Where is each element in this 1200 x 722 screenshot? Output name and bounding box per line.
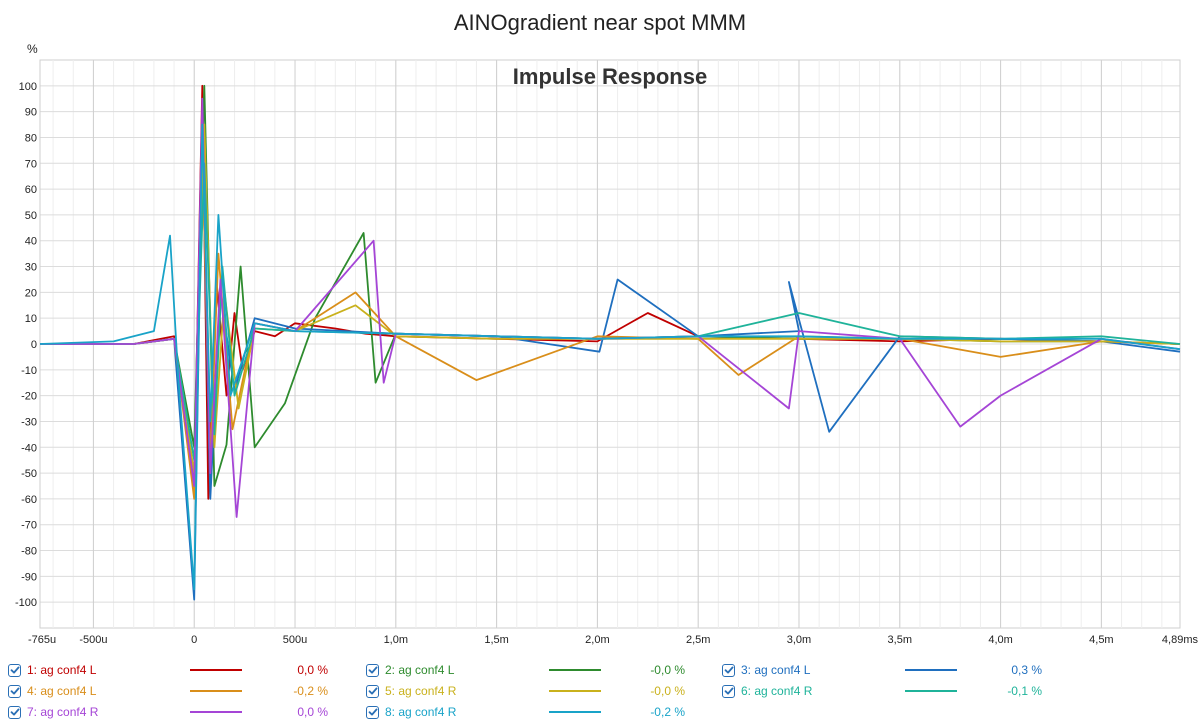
y-tick-label: 80 xyxy=(25,132,37,144)
series-layer xyxy=(39,84,1181,601)
legend-item-6[interactable]: 6: ag conf4 R xyxy=(722,681,812,701)
y-tick-label: 20 xyxy=(25,287,37,299)
legend-swatch xyxy=(190,669,242,671)
legend-item-label: 1: ag conf4 L xyxy=(27,663,97,677)
x-tick-label: 500u xyxy=(283,634,307,646)
grid-layer xyxy=(39,59,1181,629)
y-tick-label: -100 xyxy=(15,597,37,609)
y-tick-label: 30 xyxy=(25,262,37,274)
legend-item-value: 0,0 % xyxy=(297,705,328,719)
checkbox-checked-icon[interactable] xyxy=(366,684,379,698)
legend-item-label: 2: ag conf4 L xyxy=(385,663,455,677)
x-tick-label: -500u xyxy=(79,634,107,646)
legend-item-1[interactable]: 1: ag conf4 L xyxy=(8,660,96,680)
x-tick-label: 2,5m xyxy=(686,634,710,646)
legend-item-label: 7: ag conf4 R xyxy=(27,705,99,719)
y-tick-label: -40 xyxy=(21,442,37,454)
legend-swatch xyxy=(549,711,601,713)
legend-item-value: -0,0 % xyxy=(650,663,685,677)
x-tick-label: 3,5m xyxy=(888,634,912,646)
legend-item-value: -0,2 % xyxy=(650,705,685,719)
chart-title: AINOgradient near spot MMM xyxy=(454,10,746,35)
legend-item-label: 3: ag conf4 L xyxy=(741,663,811,677)
legend-item-value: 0,3 % xyxy=(1011,663,1042,677)
y-tick-label: 10 xyxy=(25,313,37,325)
y-tick-label: 0 xyxy=(31,339,37,351)
y-tick-label: 70 xyxy=(25,158,37,170)
legend-swatch xyxy=(190,711,242,713)
x-tick-label: 3,0m xyxy=(787,634,811,646)
x-tick-label: 1,0m xyxy=(384,634,408,646)
legend-swatch xyxy=(190,690,242,692)
tick-layer: 1009080706050403020100-10-20-30-40-50-60… xyxy=(15,81,1199,646)
legend-item-7[interactable]: 7: ag conf4 R xyxy=(8,702,98,722)
legend-item-label: 5: ag conf4 R xyxy=(385,684,457,698)
y-tick-label: -60 xyxy=(21,494,37,506)
legend-item-label: 4: ag conf4 L xyxy=(27,684,97,698)
y-tick-label: -30 xyxy=(21,416,37,428)
y-tick-label: 60 xyxy=(25,184,37,196)
series-line-8 xyxy=(39,123,1181,591)
checkbox-checked-icon[interactable] xyxy=(722,684,735,698)
y-tick-label: -90 xyxy=(21,571,37,583)
x-tick-label: -765u xyxy=(28,634,56,646)
legend-item-value: 0,0 % xyxy=(297,663,328,677)
y-tick-label: -70 xyxy=(21,520,37,532)
y-tick-label: 100 xyxy=(19,81,37,93)
legend-item-8[interactable]: 8: ag conf4 R xyxy=(366,702,456,722)
y-tick-label: 40 xyxy=(25,236,37,248)
legend-item-label: 6: ag conf4 R xyxy=(741,684,813,698)
x-tick-label: 0 xyxy=(191,634,197,646)
x-tick-label: 4,89ms xyxy=(1162,634,1199,646)
legend-item-4[interactable]: 4: ag conf4 L xyxy=(8,681,96,701)
chart-subtitle: Impulse Response xyxy=(513,64,707,89)
legend-item-label: 8: ag conf4 R xyxy=(385,705,457,719)
legend-item-2[interactable]: 2: ag conf4 L xyxy=(366,660,454,680)
checkbox-checked-icon[interactable] xyxy=(8,663,21,677)
x-tick-label: 4,0m xyxy=(988,634,1012,646)
checkbox-checked-icon[interactable] xyxy=(366,663,379,677)
y-tick-label: -80 xyxy=(21,546,37,558)
legend-item-5[interactable]: 5: ag conf4 R xyxy=(366,681,456,701)
y-axis-unit-label: % xyxy=(27,42,38,56)
checkbox-checked-icon[interactable] xyxy=(8,684,21,698)
y-tick-label: -10 xyxy=(21,365,37,377)
checkbox-checked-icon[interactable] xyxy=(366,705,379,719)
x-tick-label: 1,5m xyxy=(484,634,508,646)
impulse-response-chart: AINOgradient near spot MMM % Impulse Res… xyxy=(15,10,1199,646)
x-tick-label: 4,5m xyxy=(1089,634,1113,646)
legend-swatch xyxy=(905,669,957,671)
legend-swatch xyxy=(549,669,601,671)
legend: 1: ag conf4 L 0,0 % 2: ag conf4 L -0,0 % 3: … xyxy=(0,656,1200,722)
y-tick-label: 90 xyxy=(25,107,37,119)
legend-swatch xyxy=(905,690,957,692)
checkbox-checked-icon[interactable] xyxy=(722,663,735,677)
y-tick-label: -20 xyxy=(21,391,37,403)
legend-item-value: -0,0 % xyxy=(650,684,685,698)
legend-item-3[interactable]: 3: ag conf4 L xyxy=(722,660,810,680)
x-tick-label: 2,0m xyxy=(585,634,609,646)
legend-swatch xyxy=(549,690,601,692)
checkbox-checked-icon[interactable] xyxy=(8,705,21,719)
legend-item-value: -0,2 % xyxy=(293,684,328,698)
y-tick-label: -50 xyxy=(21,468,37,480)
legend-item-value: -0,1 % xyxy=(1007,684,1042,698)
y-tick-label: 50 xyxy=(25,210,37,222)
